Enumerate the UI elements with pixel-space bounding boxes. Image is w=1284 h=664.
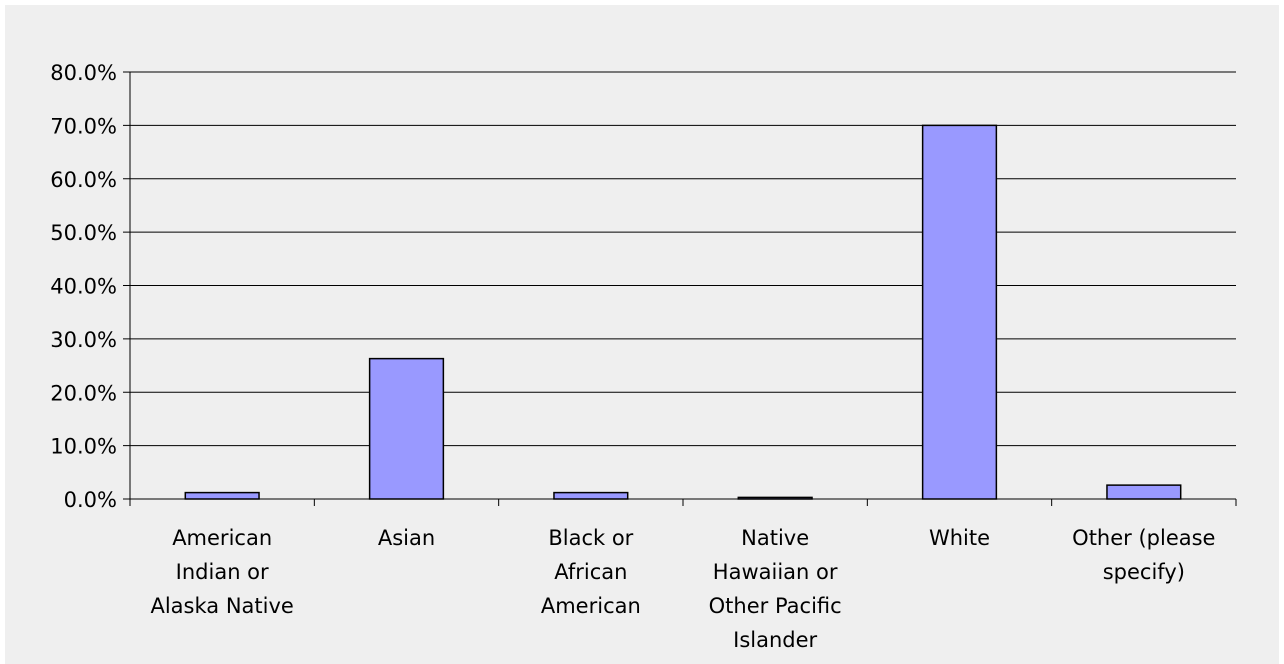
y-tick-label: 40.0% [50, 275, 117, 299]
x-category-label: Black or African American [541, 526, 641, 618]
chart-area: 0.0% 10.0% 20.0% 30.0% 40.0% 50.0% 60.0% 70.0% 8… [5, 5, 1279, 664]
y-tick-label: 20.0% [50, 381, 117, 405]
y-tick-label: 80.0% [50, 61, 117, 85]
y-tick-label: 60.0% [50, 168, 117, 192]
x-category-label: Other (please specify) [1072, 526, 1215, 584]
y-tick-label: 10.0% [50, 435, 117, 459]
y-tick-label: 70.0% [50, 114, 117, 138]
bar [553, 491, 629, 500]
y-tick-label: 0.0% [64, 488, 117, 512]
bar [921, 124, 998, 500]
y-tick-label: 30.0% [50, 328, 117, 352]
bars [184, 124, 1182, 500]
x-category-label: Native Hawaiian or Other Pacific Islander [709, 526, 842, 652]
y-tick-label: 50.0% [50, 221, 117, 245]
bar [368, 357, 445, 500]
gridlines [130, 71, 1236, 447]
x-category-labels: American Indian or Alaska Native Asian Black… [150, 526, 1215, 652]
y-tick-labels: 0.0% 10.0% 20.0% 30.0% 40.0% 50.0% 60.0% 70.0% 8… [50, 61, 117, 512]
bar-chart: 0.0% 10.0% 20.0% 30.0% 40.0% 50.0% 60.0% 70.0% 8… [50, 61, 1237, 652]
bar [184, 491, 260, 500]
axes [123, 71, 1237, 506]
x-category-label: Asian [378, 526, 435, 550]
bar [1106, 484, 1182, 500]
x-category-label: American Indian or Alaska Native [150, 526, 293, 618]
x-category-label: White [929, 526, 990, 550]
